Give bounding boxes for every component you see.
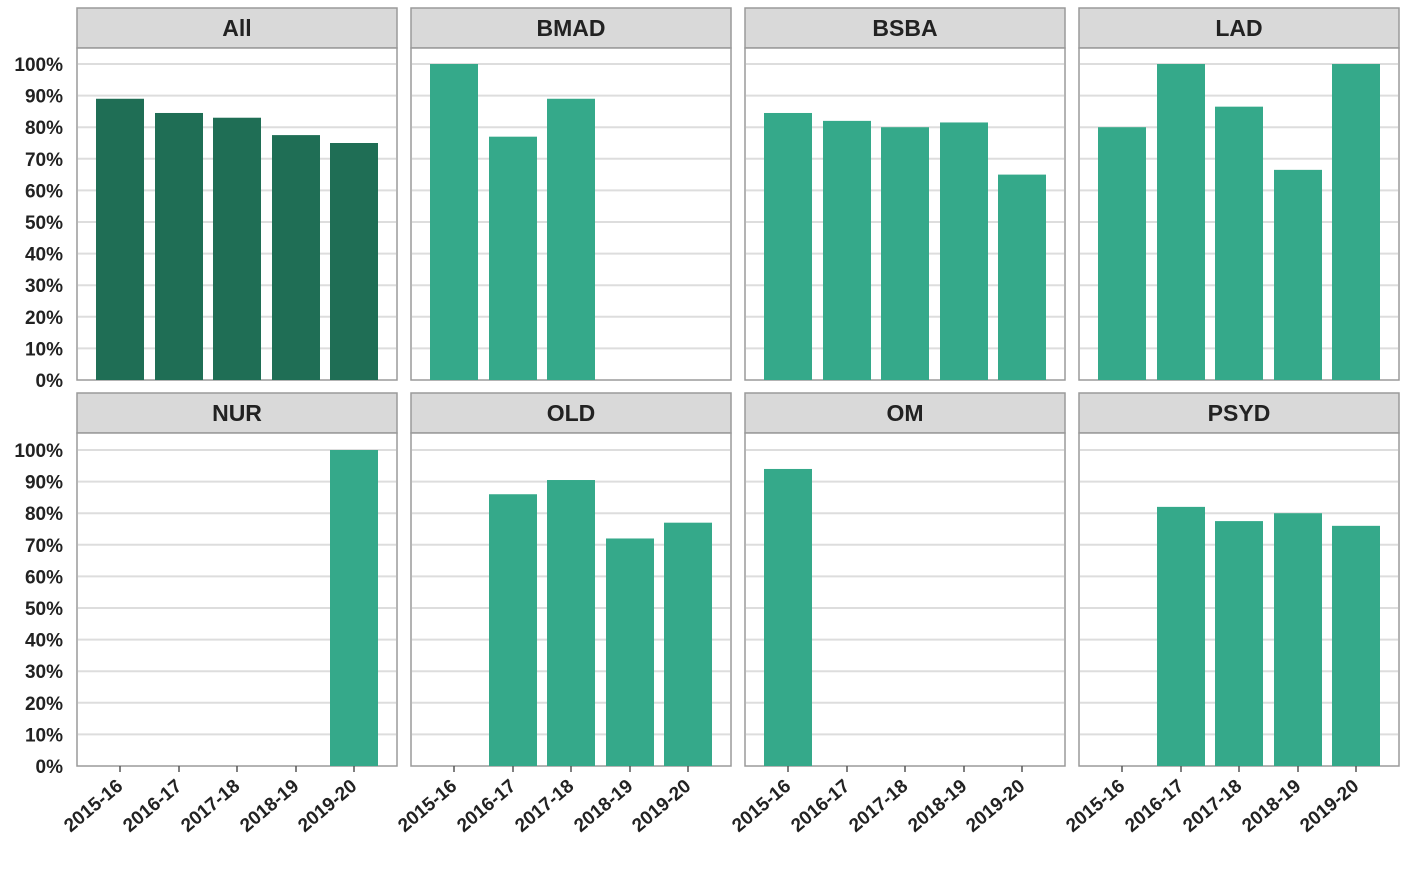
x-tick-label: 2015-16: [60, 776, 127, 837]
facet-header: [76, 392, 398, 434]
bar-2017-18: [547, 98, 595, 380]
bar-2019-20: [998, 174, 1046, 380]
facet-header: [744, 7, 1066, 49]
bar-2019-20: [1332, 525, 1380, 766]
bar-2015-16: [1098, 127, 1146, 380]
x-tick-label: 2019-20: [1296, 776, 1363, 837]
x-tick-label: 2016-17: [787, 776, 854, 837]
y-tick-label: 30%: [25, 662, 63, 683]
facet-title: OLD: [547, 400, 596, 426]
y-tick-label: 80%: [25, 118, 63, 139]
y-tick-label: 70%: [25, 536, 63, 557]
x-tick-label: 2019-20: [628, 776, 695, 837]
bar-2015-16: [96, 98, 144, 380]
bar-2017-18: [213, 117, 261, 380]
x-tick-label: 2015-16: [1062, 776, 1129, 837]
bar-2018-19: [606, 538, 654, 766]
x-tick-label: 2015-16: [394, 776, 461, 837]
bar-2018-19: [272, 135, 320, 380]
bar-2015-16: [764, 112, 812, 380]
bar-2016-17: [155, 112, 203, 380]
x-tick-label: 2018-19: [236, 776, 303, 837]
bar-2018-19: [1274, 169, 1322, 380]
facet-header: [410, 392, 732, 434]
bar-2016-17: [489, 494, 537, 766]
x-tick-label: 2017-18: [511, 776, 578, 837]
facet-header: [744, 392, 1066, 434]
bar-2019-20: [664, 522, 712, 766]
y-tick-label: 60%: [25, 567, 63, 588]
facet-title: OM: [886, 400, 923, 426]
y-tick-label: 10%: [25, 725, 63, 746]
bar-2016-17: [823, 120, 871, 380]
facet-title: PSYD: [1208, 400, 1271, 426]
x-tick-label: 2015-16: [728, 776, 795, 837]
y-tick-label: 60%: [25, 181, 63, 202]
y-tick-label: 50%: [25, 599, 63, 620]
y-tick-label: 0%: [36, 371, 64, 392]
bar-2018-19: [1274, 513, 1322, 766]
y-tick-label: 100%: [14, 55, 63, 76]
facet-title: All: [222, 15, 251, 41]
y-tick-label: 20%: [25, 308, 63, 329]
x-tick-label: 2018-19: [570, 776, 637, 837]
bar-2019-20: [330, 143, 378, 380]
bar-2017-18: [881, 127, 929, 380]
bar-2018-19: [940, 122, 988, 381]
facet-title: BSBA: [872, 15, 937, 41]
y-tick-label: 100%: [14, 441, 63, 462]
bar-2015-16: [430, 64, 478, 380]
facet-header: [1078, 392, 1400, 434]
y-tick-label: 10%: [25, 339, 63, 360]
y-tick-label: 70%: [25, 150, 63, 171]
x-tick-label: 2018-19: [904, 776, 971, 837]
x-tick-label: 2017-18: [177, 776, 244, 837]
bar-2016-17: [1157, 506, 1205, 766]
bar-2015-16: [764, 468, 812, 766]
x-tick-label: 2016-17: [453, 776, 520, 837]
x-tick-label: 2017-18: [845, 776, 912, 837]
bar-2017-18: [1215, 106, 1263, 380]
y-tick-label: 80%: [25, 504, 63, 525]
facet-header: [76, 7, 398, 49]
facet-panel-lad: LAD: [1078, 7, 1400, 381]
y-tick-label: 20%: [25, 694, 63, 715]
y-tick-label: 40%: [25, 631, 63, 652]
bar-2017-18: [1215, 521, 1263, 766]
facet-panel-all: All: [76, 7, 398, 381]
bar-2016-17: [1157, 64, 1205, 380]
facet-title: NUR: [212, 400, 262, 426]
y-tick-label: 40%: [25, 245, 63, 266]
bar-2017-18: [547, 480, 595, 766]
x-tick-label: 2017-18: [1179, 776, 1246, 837]
x-tick-label: 2019-20: [294, 776, 361, 837]
x-tick-label: 2016-17: [1121, 776, 1188, 837]
facet-panel-bsba: BSBA: [744, 7, 1066, 381]
x-tick-label: 2019-20: [962, 776, 1029, 837]
facet-title: BMAD: [537, 15, 606, 41]
bar-2019-20: [330, 450, 378, 766]
bar-2016-17: [489, 136, 537, 380]
y-tick-label: 90%: [25, 87, 63, 108]
y-tick-label: 90%: [25, 473, 63, 494]
x-tick-label: 2016-17: [119, 776, 186, 837]
facet-panel-bmad: BMAD: [410, 7, 732, 381]
facet-title: LAD: [1215, 15, 1262, 41]
y-tick-label: 0%: [36, 757, 64, 778]
y-tick-label: 30%: [25, 276, 63, 297]
y-tick-label: 50%: [25, 213, 63, 234]
x-tick-label: 2018-19: [1238, 776, 1305, 837]
bar-2019-20: [1332, 64, 1380, 380]
